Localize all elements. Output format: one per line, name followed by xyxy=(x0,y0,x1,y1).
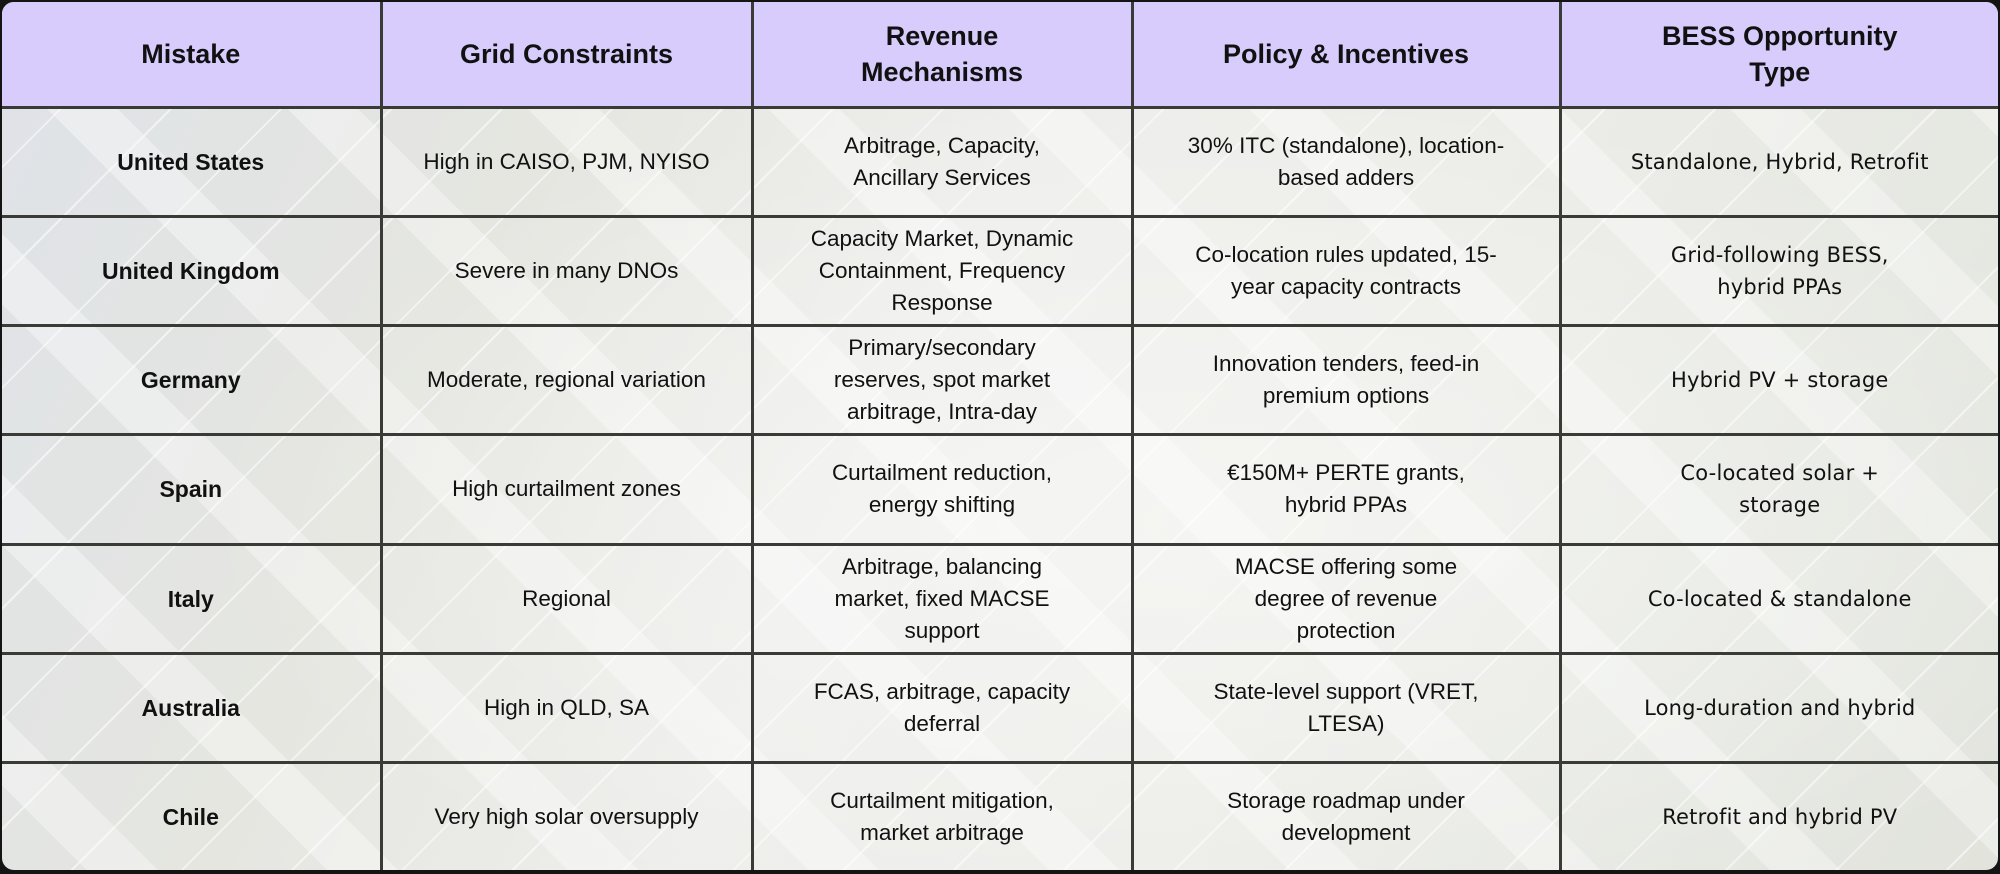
header-policy-incentives: Policy & Incentives xyxy=(1130,2,1562,109)
grid-constraints-cell: Regional xyxy=(379,542,754,655)
grid-constraints-cell: High in QLD, SA xyxy=(379,651,754,764)
bess-opportunity-cell: Grid-following BESS, hybrid PPAs xyxy=(1558,215,1998,328)
policy-incentives-cell: Co-location rules updated, 15-year capac… xyxy=(1130,215,1562,328)
policy-incentives-cell: Innovation tenders, feed-in premium opti… xyxy=(1130,324,1562,437)
policy-incentives-cell: State-level support (VRET, LTESA) xyxy=(1130,651,1562,764)
country-cell: Spain xyxy=(2,433,383,546)
revenue-mechanisms-cell: Curtailment mitigation, market arbitrage xyxy=(750,760,1134,870)
table-row: United States High in CAISO, PJM, NYISO … xyxy=(2,105,1998,219)
grid-constraints-cell: High curtailment zones xyxy=(379,433,754,546)
table-row: Australia High in QLD, SA FCAS, arbitrag… xyxy=(2,651,1998,764)
grid-constraints-cell: Severe in many DNOs xyxy=(379,215,754,328)
revenue-mechanisms-cell: Curtailment reduction, energy shifting xyxy=(750,433,1134,546)
policy-incentives-cell: €150M+ PERTE grants, hybrid PPAs xyxy=(1130,433,1562,546)
bess-opportunity-cell: Standalone, Hybrid, Retrofit xyxy=(1558,105,1998,219)
grid-constraints-cell: Very high solar oversupply xyxy=(379,760,754,870)
policy-incentives-cell: MACSE offering some degree of revenue pr… xyxy=(1130,542,1562,655)
header-mistake: Mistake xyxy=(2,2,383,109)
policy-incentives-cell: 30% ITC (standalone), location-based add… xyxy=(1130,105,1562,219)
revenue-mechanisms-cell: FCAS, arbitrage, capacity deferral xyxy=(750,651,1134,764)
header-grid-constraints: Grid Constraints xyxy=(379,2,754,109)
table-row: Spain High curtailment zones Curtailment… xyxy=(2,433,1998,546)
country-cell: Italy xyxy=(2,542,383,655)
bess-opportunity-cell: Retrofit and hybrid PV xyxy=(1558,760,1998,870)
table-row: Chile Very high solar oversupply Curtail… xyxy=(2,760,1998,870)
revenue-mechanisms-cell: Arbitrage, balancing market, fixed MACSE… xyxy=(750,542,1134,655)
country-cell: United Kingdom xyxy=(2,215,383,328)
header-revenue-mechanisms: Revenue Mechanisms xyxy=(750,2,1134,109)
bess-opportunity-cell: Co-located solar + storage xyxy=(1558,433,1998,546)
revenue-mechanisms-cell: Arbitrage, Capacity, Ancillary Services xyxy=(750,105,1134,219)
bess-opportunity-cell: Hybrid PV + storage xyxy=(1558,324,1998,437)
bess-opportunity-cell: Co-located & standalone xyxy=(1558,542,1998,655)
table-row: Germany Moderate, regional variation Pri… xyxy=(2,324,1998,437)
grid-constraints-cell: Moderate, regional variation xyxy=(379,324,754,437)
revenue-mechanisms-cell: Capacity Market, Dynamic Containment, Fr… xyxy=(750,215,1134,328)
table-row: Italy Regional Arbitrage, balancing mark… xyxy=(2,542,1998,655)
policy-incentives-cell: Storage roadmap under development xyxy=(1130,760,1562,870)
country-cell: United States xyxy=(2,105,383,219)
bess-opportunity-cell: Long-duration and hybrid xyxy=(1558,651,1998,764)
country-cell: Australia xyxy=(2,651,383,764)
country-cell: Germany xyxy=(2,324,383,437)
table-row: United Kingdom Severe in many DNOs Capac… xyxy=(2,215,1998,328)
revenue-mechanisms-cell: Primary/secondary reserves, spot market … xyxy=(750,324,1134,437)
header-bess-opportunity-type: BESS Opportunity Type xyxy=(1558,2,1998,109)
header-row: Mistake Grid Constraints Revenue Mechani… xyxy=(2,2,1998,109)
country-cell: Chile xyxy=(2,760,383,870)
grid-constraints-cell: High in CAISO, PJM, NYISO xyxy=(379,105,754,219)
